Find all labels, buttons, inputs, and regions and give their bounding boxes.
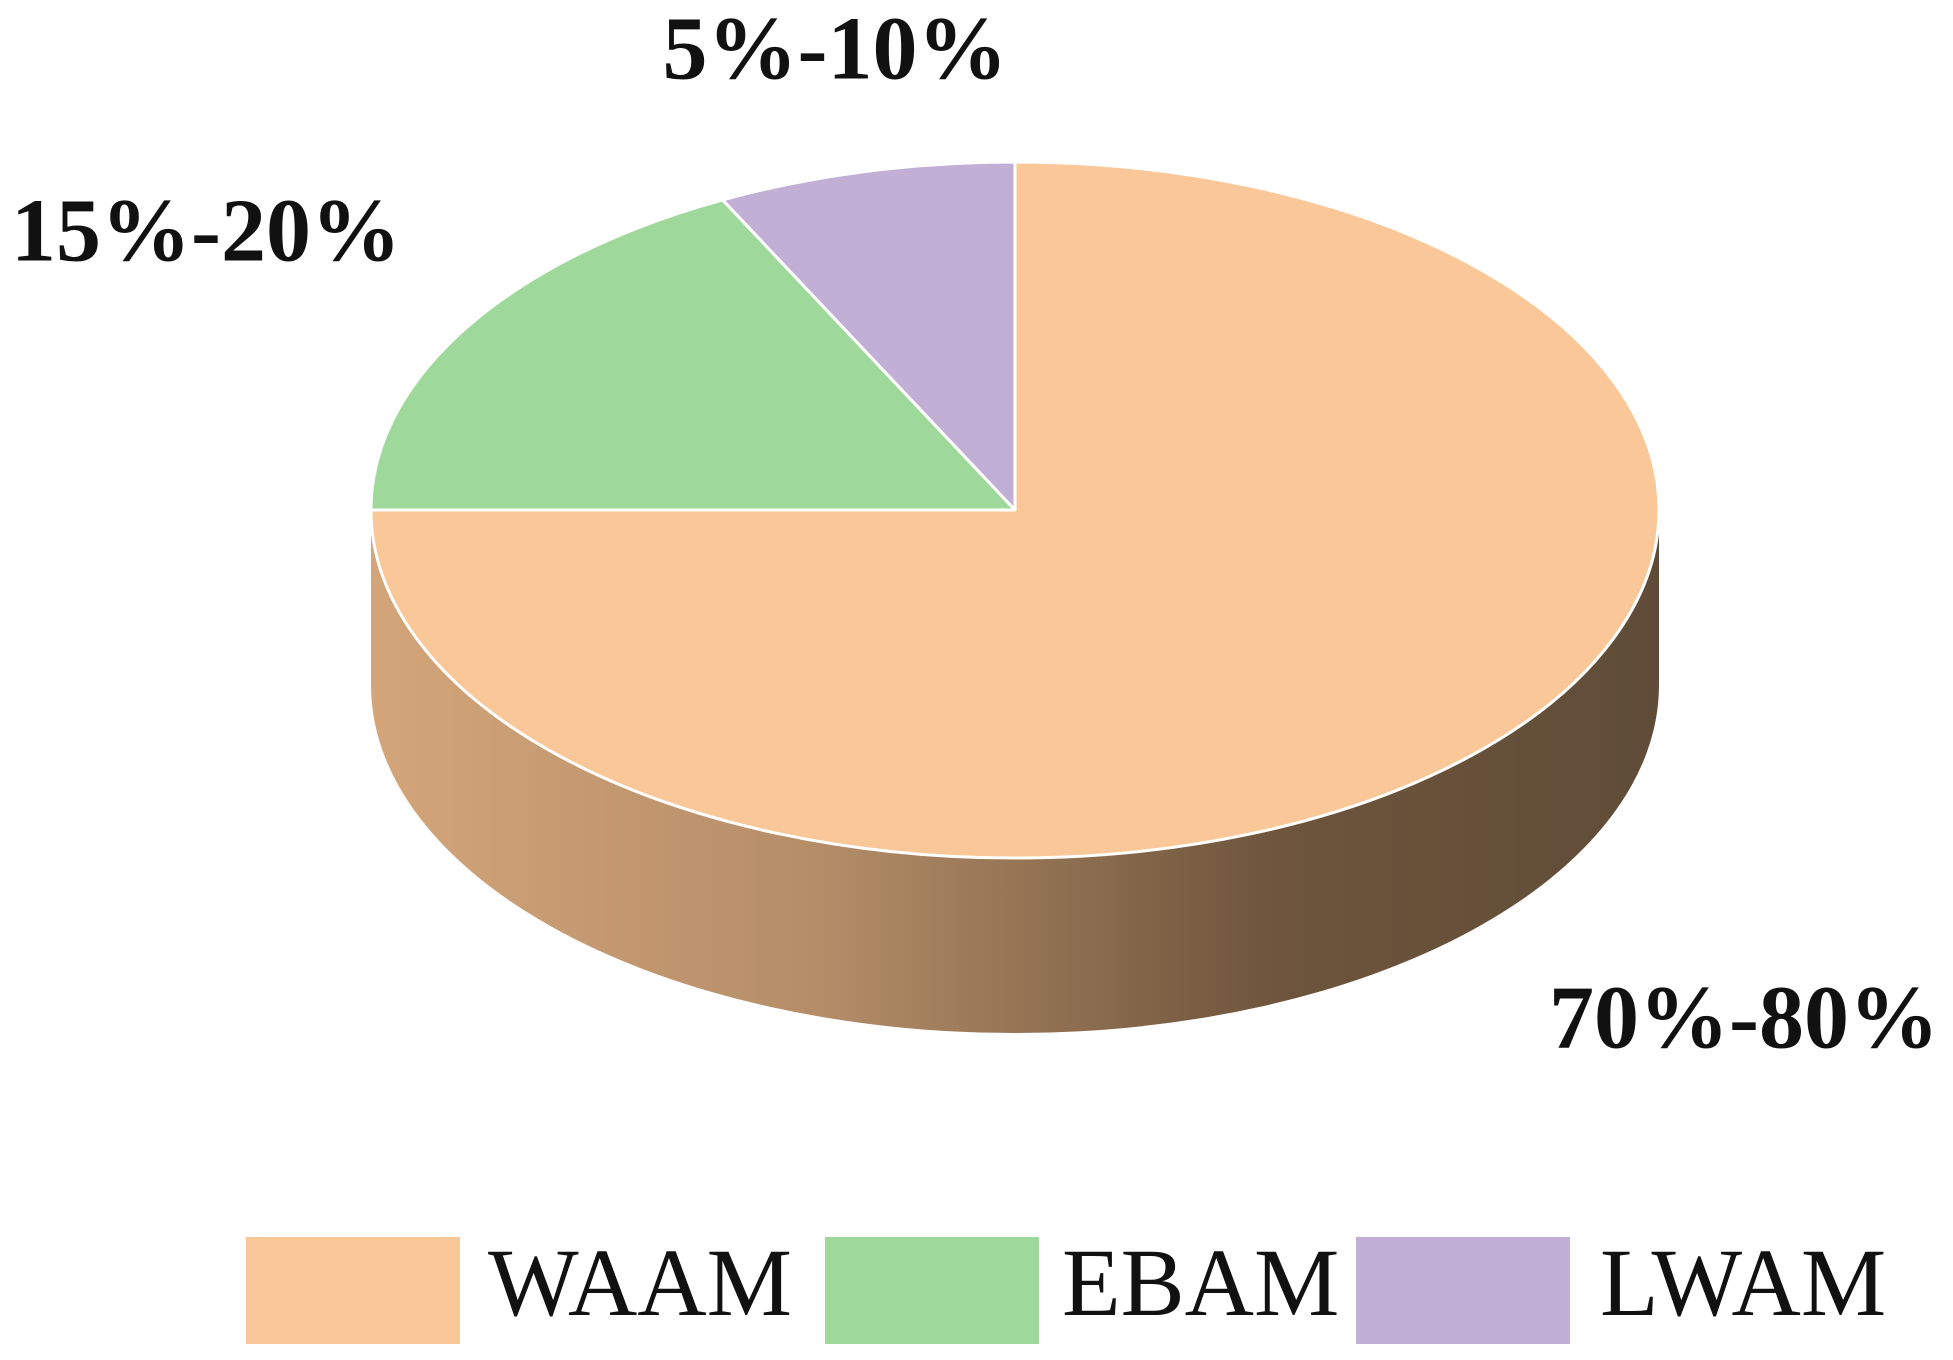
pie-slice: [721, 160, 1017, 512]
data-label: 5%-10%: [663, 0, 1008, 99]
pie: [369, 160, 1661, 1033]
data-label: 15%-20%: [11, 182, 401, 281]
legend: WAAM EBAM LWAM: [246, 1229, 1886, 1344]
legend-label: EBAM: [1062, 1229, 1339, 1336]
data-labels: 70%-80% 15%-20% 5%-10%: [11, 0, 1939, 1068]
legend-swatch: [825, 1237, 1039, 1344]
legend-swatch: [1356, 1237, 1570, 1344]
data-label: 70%-80%: [1549, 969, 1939, 1068]
pie-slice: [369, 198, 1017, 512]
pie-side: [371, 510, 1659, 1033]
legend-swatch: [246, 1237, 460, 1344]
legend-label: LWAM: [1600, 1229, 1886, 1336]
legend-label: WAAM: [488, 1229, 792, 1336]
